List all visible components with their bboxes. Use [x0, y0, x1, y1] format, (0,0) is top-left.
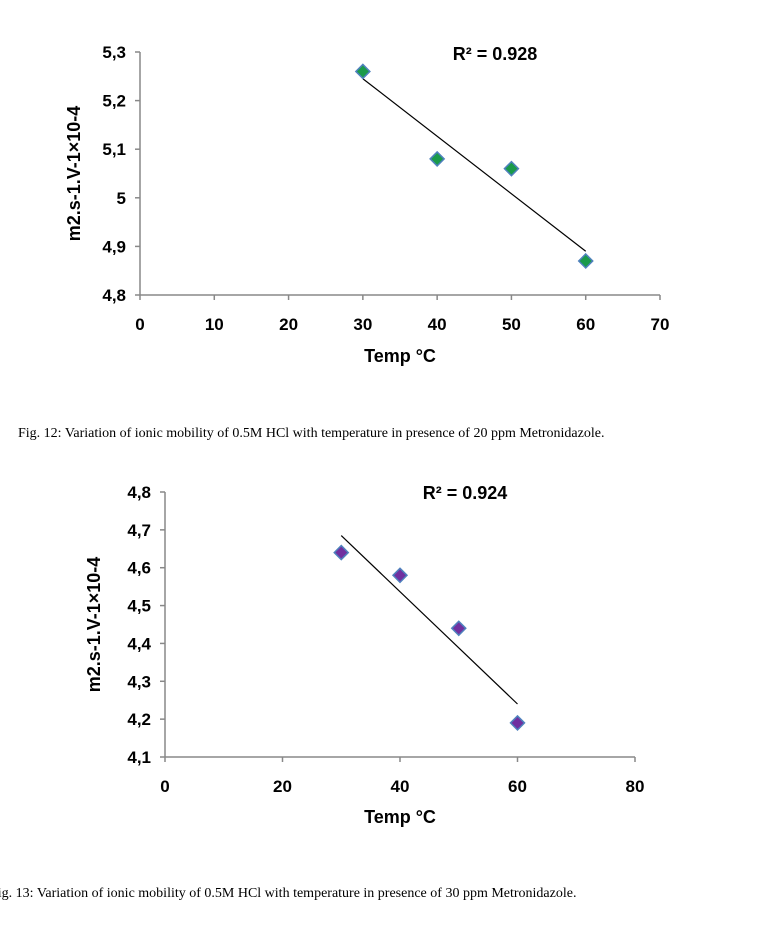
chart2-y-tick-label: 4,7 [127, 521, 151, 540]
chart2-x-tick-label: 40 [391, 777, 410, 796]
chart1-data-point [503, 160, 520, 177]
chart1-data-point [429, 150, 446, 167]
chart2-data-point [333, 544, 350, 561]
chart1-x-tick-label: 70 [651, 315, 670, 334]
figure-13-caption: Fig. 13: Variation of ionic mobility of … [0, 886, 577, 901]
chart1-y-tick-label: 5,1 [102, 140, 126, 159]
chart2-data-point [509, 714, 526, 731]
chart1-y-tick-label: 5,3 [102, 43, 126, 62]
chart1-x-tick-label: 30 [353, 315, 372, 334]
chart1-x-tick-label: 10 [205, 315, 224, 334]
chart2-x-tick-label: 80 [626, 777, 645, 796]
chart2-y-axis-label: m2.s-1.V-1×10-4 [84, 557, 104, 693]
chart1-y-tick-label: 4,9 [102, 237, 126, 256]
chart2-y-tick-label: 4,4 [127, 634, 151, 653]
chart1-y-axis-label: m2.s-1.V-1×10-4 [64, 106, 84, 242]
chart2-data-point [391, 567, 409, 584]
chart2-x-axis-label: Temp °C [364, 807, 436, 827]
chart2-trendline [340, 535, 518, 705]
chart1-data-point [354, 63, 371, 80]
chart1-y-tick-label: 5,2 [102, 92, 126, 111]
chart2-y-tick-label: 4,2 [127, 710, 151, 729]
chart1-x-tick-label: 0 [135, 315, 144, 334]
chart1-x-tick-label: 20 [279, 315, 298, 334]
chart1-r-squared-annotation: R² = 0.928 [453, 44, 538, 64]
chart1-x-axis-label: Temp °C [364, 346, 436, 366]
chart2-r-squared-annotation: R² = 0.924 [423, 483, 508, 503]
chart1-x-tick-label: 50 [502, 315, 521, 334]
chart1-y-tick-label: 5 [117, 189, 126, 208]
figure-12-caption: Fig. 12: Variation of ionic mobility of … [18, 426, 605, 441]
chart1-x-tick-label: 60 [576, 315, 595, 334]
chart2-y-tick-label: 4,1 [127, 748, 151, 767]
chart2-x-tick-label: 60 [508, 777, 527, 796]
chart2-y-tick-label: 4,6 [127, 559, 151, 578]
chart1-trendline [362, 78, 587, 252]
chart2-x-tick-label: 20 [273, 777, 292, 796]
chart2-y-tick-label: 4,3 [127, 672, 151, 691]
chart1-data-point [577, 252, 594, 270]
chart2-data-point [450, 620, 467, 637]
chart2-x-tick-label: 0 [160, 777, 169, 796]
chart2-y-tick-label: 4,5 [127, 597, 151, 616]
chart2-y-tick-label: 4,8 [127, 483, 151, 502]
chart1-x-tick-label: 40 [428, 315, 447, 334]
chart1-y-tick-label: 4,8 [102, 286, 126, 305]
